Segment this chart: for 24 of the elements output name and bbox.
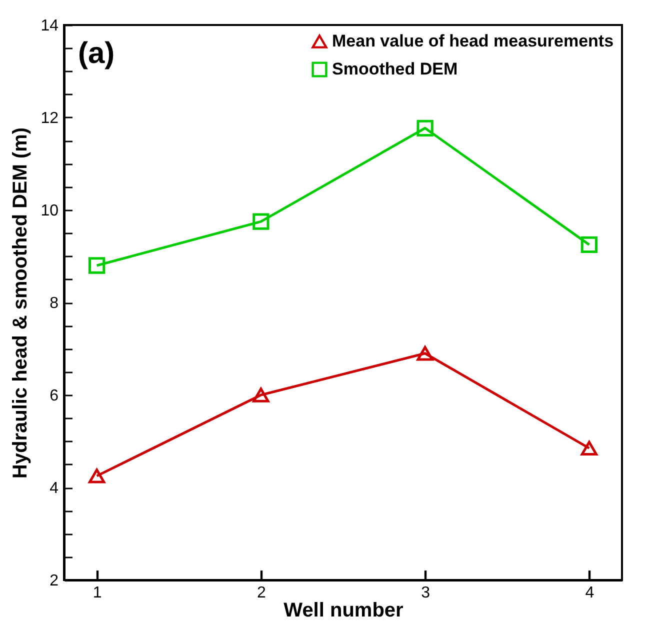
legend-label: Mean value of head measurements bbox=[332, 32, 614, 50]
point bbox=[416, 120, 434, 136]
y-tick-label: 2 bbox=[50, 572, 59, 590]
point bbox=[252, 213, 270, 230]
y-tick-label: 10 bbox=[40, 202, 59, 220]
point bbox=[88, 257, 106, 274]
y-tick-label: 14 bbox=[40, 18, 59, 34]
y-tick-label: 12 bbox=[40, 110, 59, 127]
legend-label: Smoothed DEM bbox=[332, 60, 458, 78]
x-tick-label: 1 bbox=[92, 584, 102, 602]
point bbox=[416, 346, 434, 361]
y-tick-label: 6 bbox=[50, 388, 59, 404]
x-tick-label: 4 bbox=[585, 584, 594, 602]
x-tick-label: 3 bbox=[421, 584, 430, 602]
x-axis-title: Well number bbox=[284, 600, 404, 622]
point bbox=[580, 440, 598, 456]
y-tick-label: 4 bbox=[50, 480, 59, 497]
y-axis-title: Hydraulic head & smoothed DEM (m) bbox=[10, 127, 32, 479]
x-tick-label: 2 bbox=[256, 584, 266, 602]
point bbox=[88, 468, 106, 484]
point bbox=[580, 236, 598, 254]
point bbox=[252, 388, 270, 402]
annotation: (a) bbox=[78, 37, 115, 70]
y-tick-label: 8 bbox=[50, 295, 59, 312]
